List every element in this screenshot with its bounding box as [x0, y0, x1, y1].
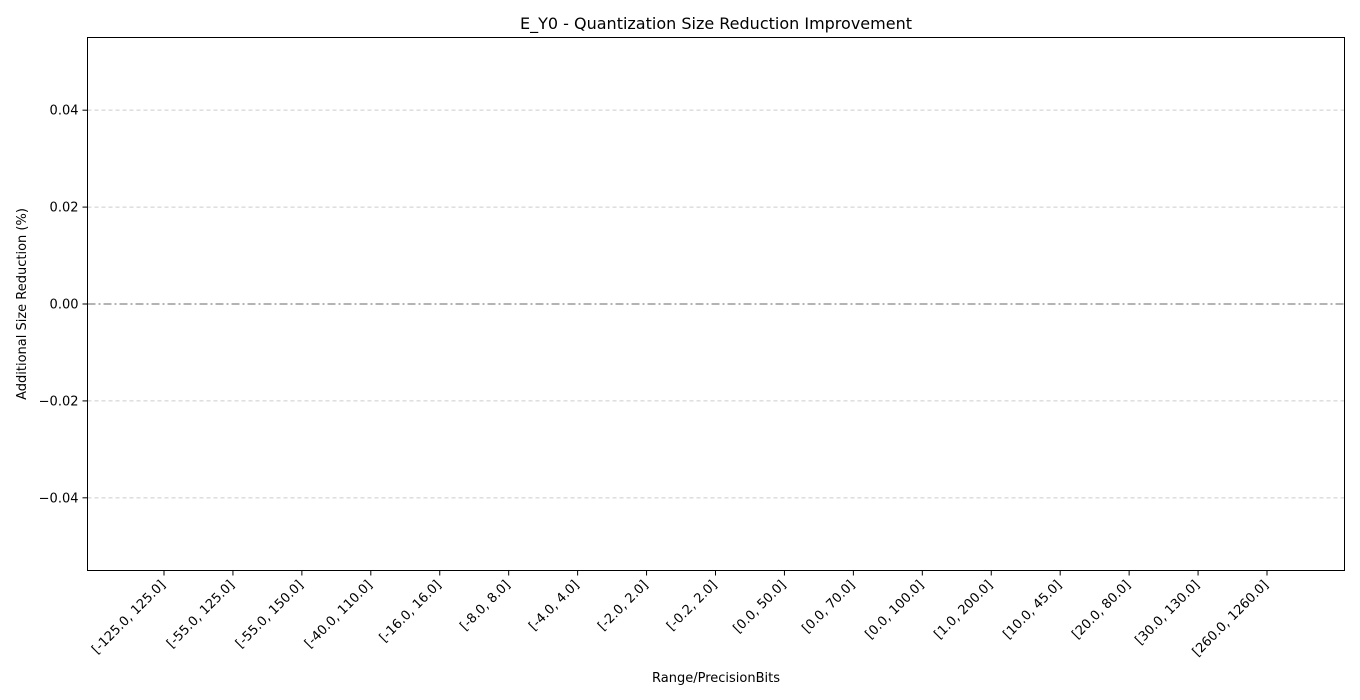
- chart-title: E_Y0 - Quantization Size Reduction Impro…: [520, 14, 912, 34]
- x-tick-label: [1.0, 200.0]: [932, 578, 997, 643]
- x-tick-label: [30.0, 130.0]: [1132, 578, 1202, 648]
- x-axis-ticks: [-125.0, 125.0][-55.0, 125.0][-55.0, 150…: [89, 570, 1272, 660]
- y-tick-label: −0.02: [39, 394, 79, 409]
- x-tick-label: [-16.0, 16.0]: [377, 578, 445, 646]
- x-tick-label: [20.0, 80.0]: [1069, 578, 1134, 643]
- x-tick-label: [0.0, 100.0]: [863, 578, 928, 643]
- y-tick-label: 0.04: [50, 104, 79, 119]
- y-tick-label: 0.00: [50, 298, 79, 313]
- x-tick-label: [-55.0, 125.0]: [164, 578, 238, 652]
- x-axis-label: Range/PrecisionBits: [652, 671, 780, 686]
- x-tick-label: [-55.0, 150.0]: [233, 578, 307, 652]
- y-tick-label: 0.02: [50, 201, 79, 216]
- x-tick-label: [0.0, 50.0]: [731, 578, 790, 637]
- x-tick-label: [10.0, 45.0]: [1000, 578, 1065, 643]
- x-tick-label: [-0.2, 2.0]: [664, 578, 720, 634]
- x-tick-label: [-125.0, 125.0]: [89, 578, 169, 658]
- x-tick-label: [-40.0, 110.0]: [302, 578, 376, 652]
- y-axis-label: Additional Size Reduction (%): [15, 208, 30, 400]
- x-tick-label: [-2.0, 2.0]: [595, 578, 651, 634]
- y-axis-ticks: −0.04 −0.02 0.00 0.02 0.04: [39, 104, 88, 506]
- x-tick-label: [260.0, 1260.0]: [1190, 578, 1272, 660]
- y-tick-label: −0.04: [39, 491, 79, 506]
- x-tick-label: [0.0, 70.0]: [799, 578, 858, 637]
- x-tick-label: [-8.0, 8.0]: [457, 578, 513, 634]
- x-tick-label: [-4.0, 4.0]: [526, 578, 582, 634]
